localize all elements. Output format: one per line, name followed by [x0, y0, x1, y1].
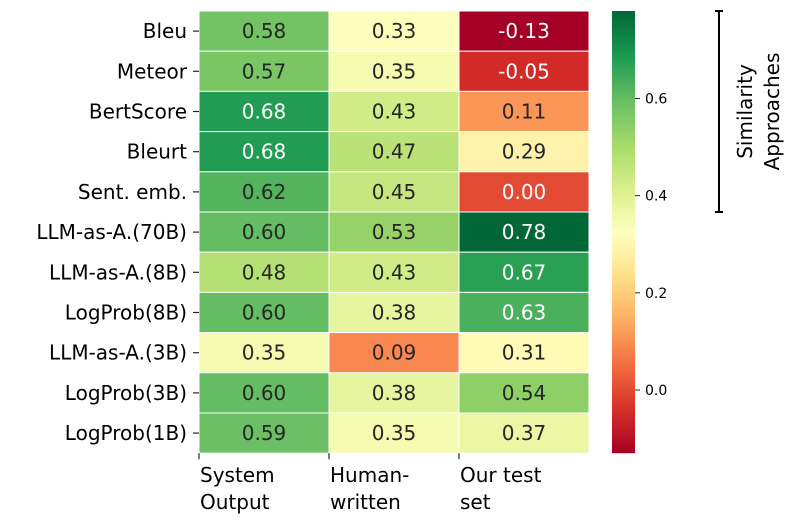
heatmap-cell: [458, 10, 590, 52]
cell-value-label: 0.67: [502, 260, 547, 284]
cell-value-label: 0.60: [242, 301, 287, 325]
cell-value-label: 0.68: [242, 100, 287, 124]
cell-value-label: 0.59: [242, 421, 287, 445]
cell-value-label: 0.60: [242, 381, 287, 405]
row-labels: Bleu Meteor BertScore Bleurt Sent. emb. LLM-a…: [36, 19, 199, 445]
cell-value-label: 0.58: [242, 19, 287, 43]
cell-value-label: 0.33: [372, 19, 417, 43]
heatmap-cell: [198, 131, 330, 173]
column-label: Human-: [330, 463, 409, 487]
colorbar-tick-label: 0.6: [645, 91, 667, 107]
heatmap-cell: [198, 412, 330, 454]
cell-value-label: 0.38: [372, 301, 417, 325]
heatmap-cell: [198, 251, 330, 293]
cell-value-label: 0.11: [502, 100, 547, 124]
bracket-label: Similarity: [733, 64, 757, 159]
colorbar-tick-label: 0.2: [645, 286, 667, 302]
similarity-bracket: Similarity Approaches: [715, 10, 784, 213]
heatmap-cells: 0.58 0.33 -0.13 0.57 0.35 -0.05 0.68 0.43 0.11 0.…: [198, 10, 590, 454]
column-label: set: [460, 490, 491, 514]
heatmap-cell: [198, 332, 330, 374]
colorbar-gradient: [612, 11, 635, 454]
cell-value-label: 0.00: [502, 180, 547, 204]
cell-value-label: 0.37: [502, 421, 547, 445]
cell-value-label: 0.29: [502, 140, 547, 164]
heatmap-cell: [328, 251, 460, 293]
heatmap-cell: [198, 291, 330, 334]
cell-value-label: 0.47: [372, 140, 417, 164]
heatmap-cell: [458, 131, 590, 173]
row-label: LogProb(1B): [65, 421, 187, 445]
heatmap-cell: [458, 291, 590, 334]
cell-value-label: 0.31: [502, 341, 547, 365]
column-labels: System Output Human-written Our test set: [198, 453, 542, 514]
colorbar-tick-label: 0.4: [645, 189, 667, 205]
heatmap-cell: [328, 372, 460, 414]
bracket-label: Approaches: [760, 53, 784, 171]
heatmap-cell: [328, 10, 460, 52]
row-label: BertScore: [89, 100, 187, 124]
cell-value-label: 0.35: [372, 59, 417, 83]
cell-value-label: 0.54: [502, 381, 547, 405]
heatmap-cell: [458, 412, 590, 454]
cell-value-label: 0.63: [502, 301, 547, 325]
cell-value-label: 0.38: [372, 381, 417, 405]
cell-value-label: 0.09: [372, 341, 417, 365]
row-label: LLM-as-A.(8B): [49, 260, 187, 284]
row-label: LogProb(3B): [65, 381, 187, 405]
column-label: Output: [200, 490, 270, 514]
cell-value-label: 0.57: [242, 59, 287, 83]
row-label: LLM-as-A.(3B): [49, 341, 187, 365]
row-label: LLM-as-A.(70B): [36, 220, 187, 244]
cell-value-label: -0.13: [498, 19, 550, 43]
cell-value-label: 0.62: [242, 180, 287, 204]
column-label: Our test: [460, 463, 542, 487]
heatmap-cell: [198, 372, 330, 414]
heatmap-cell: [328, 171, 460, 213]
column-label: System: [200, 463, 275, 487]
cell-value-label: 0.78: [502, 220, 547, 244]
row-label: Bleu: [143, 19, 187, 43]
heatmap-cell: [458, 332, 590, 374]
cell-value-label: 0.68: [242, 140, 287, 164]
cell-value-label: 0.48: [242, 260, 287, 284]
cell-value-label: 0.60: [242, 220, 287, 244]
heatmap-cell: [328, 90, 460, 133]
heatmap-cell: [328, 211, 460, 253]
row-label: Bleurt: [127, 140, 187, 164]
heatmap-cell: [458, 372, 590, 414]
heatmap-cell: [328, 291, 460, 334]
cell-value-label: 0.43: [372, 260, 417, 284]
colorbar: 0.0 0.2 0.4 0.6: [612, 11, 667, 454]
row-label: LogProb(8B): [65, 301, 187, 325]
column-label: written: [330, 490, 401, 514]
cell-value-label: 0.35: [242, 341, 287, 365]
heatmap-cell: [458, 50, 590, 92]
cell-value-label: 0.45: [372, 180, 417, 204]
colorbar-tick-label: 0.0: [645, 383, 667, 399]
row-label: Sent. emb.: [78, 180, 187, 204]
cell-value-label: 0.43: [372, 100, 417, 124]
cell-value-label: -0.05: [498, 59, 550, 83]
heatmap-cell: [458, 251, 590, 293]
row-label: Meteor: [117, 59, 188, 83]
cell-value-label: 0.53: [372, 220, 417, 244]
cell-value-label: 0.35: [372, 421, 417, 445]
heatmap-cell: [458, 211, 590, 253]
heatmap-cell: [198, 10, 330, 52]
